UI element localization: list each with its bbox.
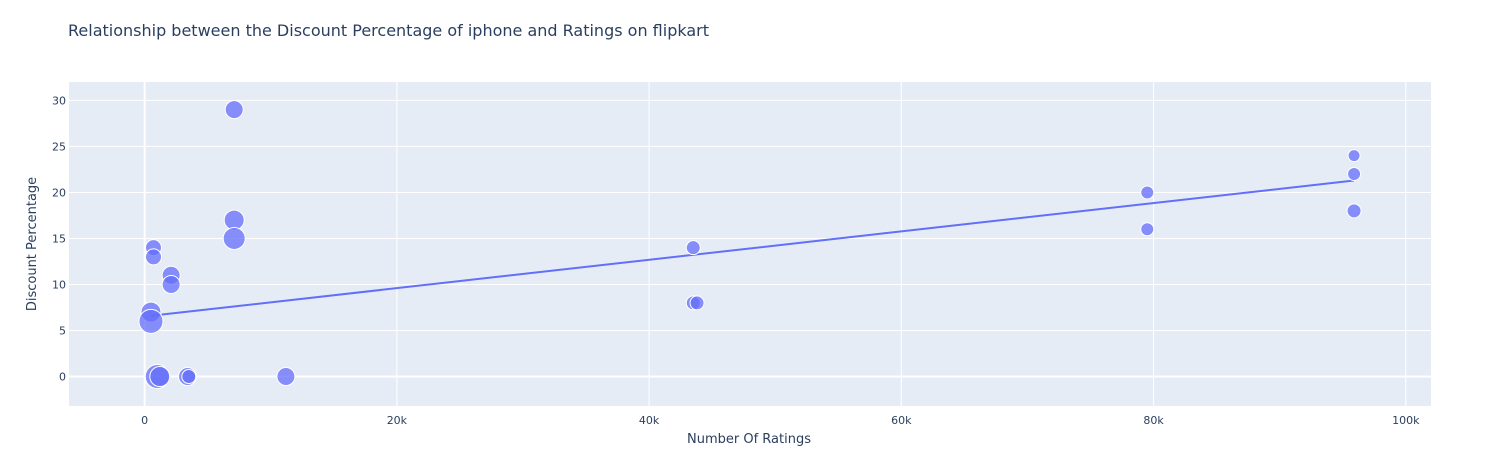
data-point: [149, 366, 171, 388]
x-axis-ticks: 0 20k 40k 60k 80k 100k: [141, 414, 1420, 427]
x-axis-title: Number Of Ratings: [687, 432, 811, 447]
data-point: [685, 240, 701, 256]
data-point: [224, 100, 244, 120]
y-tick-label: 5: [59, 325, 66, 338]
trendline-group: [150, 179, 1355, 317]
y-tick-label: 30: [52, 94, 66, 107]
data-point: [222, 226, 246, 250]
data-point: [1346, 203, 1362, 219]
y-tick-label: 10: [52, 279, 66, 292]
data-point: [1347, 167, 1362, 182]
y-tick-label: 20: [52, 186, 66, 199]
x-tick-label: 80k: [1143, 414, 1164, 427]
x-tick-label: 40k: [639, 414, 660, 427]
data-points: [138, 100, 1362, 390]
y-tick-label: 15: [52, 232, 66, 245]
chart-title: Relationship between the Discount Percen…: [68, 21, 709, 40]
data-point: [689, 295, 705, 311]
x-tick-label: 60k: [891, 414, 912, 427]
data-point: [276, 367, 296, 387]
y-axis-title: Discount Percentage: [25, 177, 40, 311]
data-point: [1347, 149, 1361, 163]
y-tick-label: 25: [52, 140, 66, 153]
y-tick-label: 0: [59, 371, 66, 384]
grid-lines: [69, 82, 1431, 406]
y-axis-ticks: 0 5 10 15 20 25 30: [52, 94, 66, 383]
trendline: [150, 179, 1355, 317]
x-tick-label: 0: [141, 414, 148, 427]
plot-area: [69, 82, 1431, 406]
data-point: [1140, 222, 1155, 237]
x-tick-label: 20k: [387, 414, 408, 427]
data-point: [181, 369, 197, 385]
data-point: [144, 248, 162, 266]
x-tick-label: 100k: [1392, 414, 1420, 427]
data-point: [161, 275, 181, 294]
data-point: [138, 308, 164, 334]
data-point: [1140, 185, 1155, 200]
